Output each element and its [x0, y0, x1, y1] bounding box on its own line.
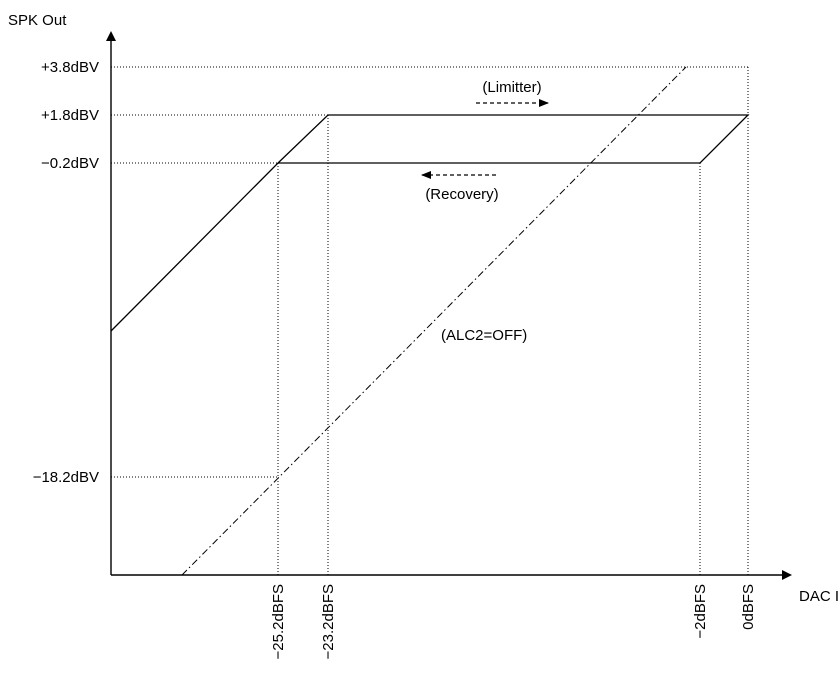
y-tick-label: +1.8dBV: [41, 107, 99, 124]
alc-off-line: [181, 66, 687, 576]
x-tick-label: −25.2dBFS: [270, 584, 287, 659]
x-tick-label: −23.2dBFS: [320, 584, 337, 659]
x-tick-label: 0dBFS: [740, 584, 757, 630]
x-tick-label: −2dBFS: [692, 584, 709, 639]
y-tick-label: +3.8dBV: [41, 59, 99, 76]
recovery-label: (Recovery): [425, 186, 498, 203]
alc-transfer-curve: [110, 114, 750, 332]
alc-off-label: (ALC2=OFF): [441, 327, 527, 344]
x-axis-title: DAC In: [799, 588, 838, 605]
y-axis-title: SPK Out: [8, 12, 67, 29]
limiter-label: (Limitter): [482, 79, 541, 96]
y-tick-label: −0.2dBV: [41, 155, 99, 172]
y-tick-label: −18.2dBV: [33, 469, 99, 486]
